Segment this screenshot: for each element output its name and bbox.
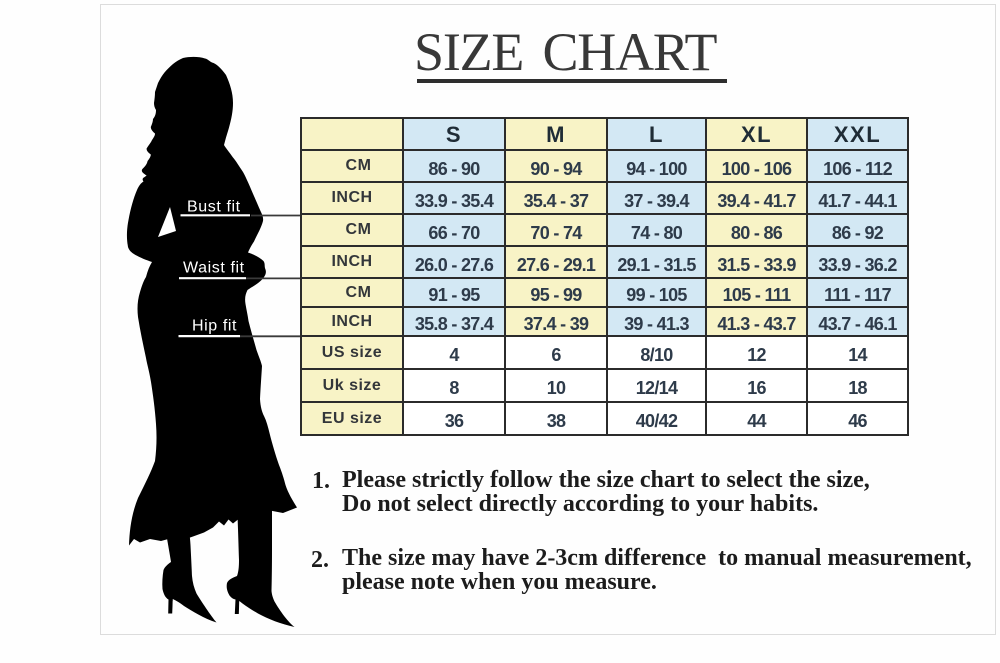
svg-text:Waist fit: Waist fit xyxy=(183,259,245,276)
svg-text:Bust fit: Bust fit xyxy=(187,199,241,216)
svg-text:Hip fit: Hip fit xyxy=(192,318,237,335)
